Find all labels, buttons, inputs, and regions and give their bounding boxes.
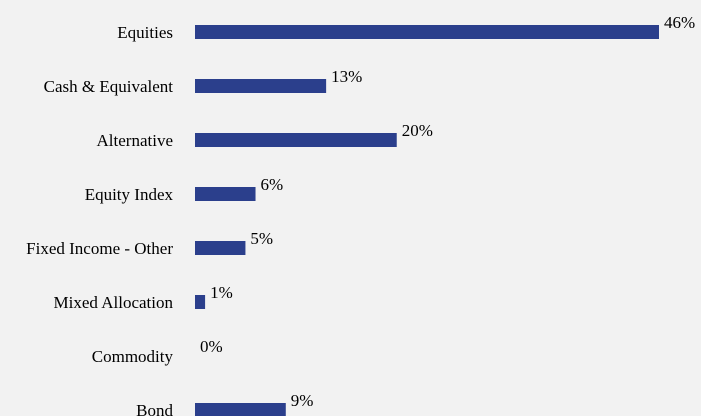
value-label: 13% (331, 67, 362, 86)
category-label: Mixed Allocation (54, 293, 174, 312)
bar (195, 403, 286, 416)
category-label: Equity Index (85, 185, 174, 204)
category-label: Commodity (92, 347, 174, 366)
bar (195, 25, 659, 39)
value-label: 20% (402, 121, 433, 140)
bar (195, 79, 327, 93)
bar (195, 295, 206, 309)
value-label: 6% (261, 175, 284, 194)
category-label: Cash & Equivalent (44, 77, 174, 96)
category-label: Bond (136, 401, 173, 416)
bar (195, 187, 256, 201)
value-label: 46% (664, 13, 695, 32)
bars-group: Equities 46% Cash & Equivalent 13% Alternati… (26, 13, 695, 416)
category-label: Fixed Income - Other (26, 239, 173, 258)
bar (195, 241, 246, 255)
bar (195, 133, 397, 147)
value-label: 0% (200, 337, 223, 356)
category-label: Equities (117, 23, 173, 42)
value-label: 9% (291, 391, 314, 410)
value-label: 1% (210, 283, 233, 302)
category-label: Alternative (97, 131, 173, 150)
value-label: 5% (250, 229, 273, 248)
